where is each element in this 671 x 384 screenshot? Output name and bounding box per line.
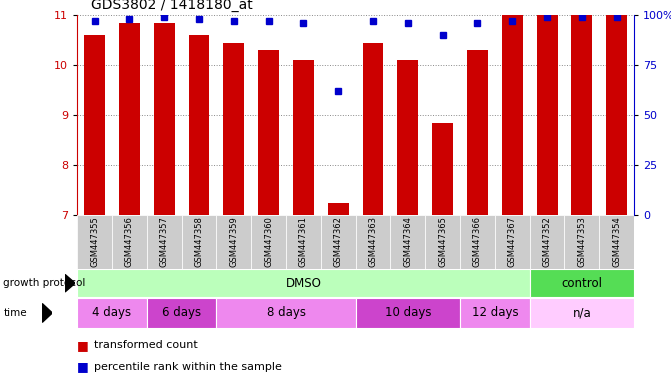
Bar bbox=[251, 215, 286, 269]
Text: GDS3802 / 1418180_at: GDS3802 / 1418180_at bbox=[91, 0, 252, 12]
Bar bbox=[112, 215, 147, 269]
Bar bbox=[502, 15, 523, 215]
Text: GSM447360: GSM447360 bbox=[264, 217, 273, 267]
Text: GSM447354: GSM447354 bbox=[612, 217, 621, 267]
Text: DMSO: DMSO bbox=[285, 277, 321, 290]
Text: control: control bbox=[562, 277, 603, 290]
Bar bbox=[356, 215, 391, 269]
Text: 4 days: 4 days bbox=[93, 306, 132, 319]
Bar bbox=[77, 298, 147, 328]
Bar bbox=[460, 215, 495, 269]
Text: GSM447353: GSM447353 bbox=[577, 217, 586, 267]
Bar bbox=[537, 15, 558, 215]
Bar bbox=[77, 215, 112, 269]
Bar bbox=[154, 23, 174, 215]
Bar bbox=[147, 215, 182, 269]
Text: ■: ■ bbox=[77, 360, 89, 373]
Text: GSM447358: GSM447358 bbox=[195, 217, 203, 267]
Bar bbox=[216, 215, 251, 269]
Text: GSM447365: GSM447365 bbox=[438, 217, 447, 267]
Text: n/a: n/a bbox=[572, 306, 591, 319]
Bar bbox=[321, 215, 356, 269]
Bar bbox=[356, 298, 460, 328]
Text: GSM447366: GSM447366 bbox=[473, 217, 482, 267]
Bar bbox=[119, 23, 140, 215]
Text: GSM447355: GSM447355 bbox=[90, 217, 99, 267]
Bar bbox=[529, 298, 634, 328]
Bar bbox=[572, 15, 592, 215]
Text: GSM447352: GSM447352 bbox=[543, 217, 552, 267]
Text: GSM447364: GSM447364 bbox=[403, 217, 413, 267]
Bar bbox=[425, 215, 460, 269]
Bar bbox=[293, 60, 314, 215]
Bar bbox=[606, 15, 627, 215]
Bar bbox=[147, 298, 216, 328]
Bar bbox=[216, 298, 356, 328]
Bar bbox=[84, 35, 105, 215]
Text: 6 days: 6 days bbox=[162, 306, 201, 319]
Bar bbox=[529, 270, 634, 297]
Text: percentile rank within the sample: percentile rank within the sample bbox=[94, 362, 282, 372]
Bar bbox=[467, 50, 488, 215]
Bar bbox=[564, 215, 599, 269]
Bar bbox=[495, 215, 529, 269]
Bar bbox=[460, 298, 529, 328]
Bar bbox=[432, 123, 453, 215]
Bar bbox=[258, 50, 279, 215]
Text: GSM447357: GSM447357 bbox=[160, 217, 168, 267]
Text: GSM447356: GSM447356 bbox=[125, 217, 134, 267]
Bar bbox=[77, 270, 529, 297]
Bar bbox=[599, 215, 634, 269]
Text: 12 days: 12 days bbox=[472, 306, 518, 319]
Text: GSM447362: GSM447362 bbox=[333, 217, 343, 267]
Text: GSM447359: GSM447359 bbox=[229, 217, 238, 267]
Polygon shape bbox=[42, 303, 52, 323]
Text: GSM447363: GSM447363 bbox=[368, 217, 378, 267]
Bar bbox=[223, 43, 244, 215]
Text: GSM447361: GSM447361 bbox=[299, 217, 308, 267]
Bar bbox=[362, 43, 384, 215]
Bar bbox=[529, 215, 564, 269]
Bar bbox=[286, 215, 321, 269]
Polygon shape bbox=[65, 275, 75, 292]
Bar bbox=[397, 60, 418, 215]
Bar bbox=[327, 203, 349, 215]
Bar bbox=[391, 215, 425, 269]
Text: GSM447367: GSM447367 bbox=[508, 217, 517, 267]
Text: time: time bbox=[3, 308, 27, 318]
Text: transformed count: transformed count bbox=[94, 340, 198, 350]
Text: ■: ■ bbox=[77, 339, 89, 352]
Text: 10 days: 10 days bbox=[384, 306, 431, 319]
Bar bbox=[189, 35, 209, 215]
Bar bbox=[182, 215, 216, 269]
Text: 8 days: 8 days bbox=[266, 306, 305, 319]
Text: growth protocol: growth protocol bbox=[3, 278, 86, 288]
